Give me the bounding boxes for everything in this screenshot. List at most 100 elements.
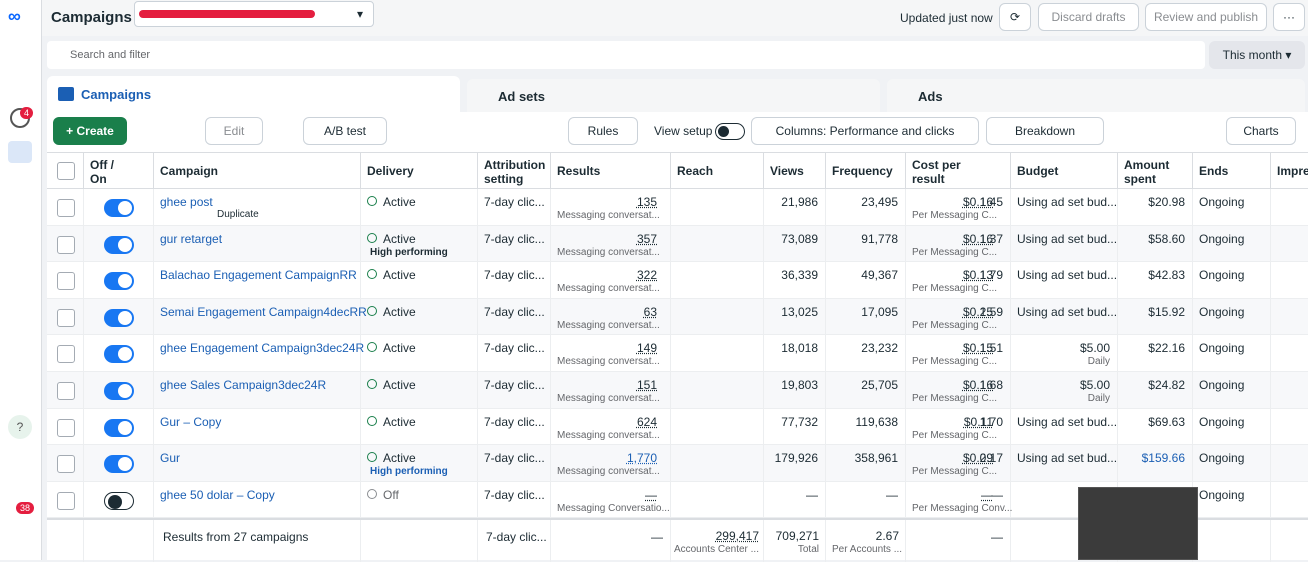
column-header[interactable]: Budget	[1017, 164, 1059, 178]
amount-spent: $58.60	[1148, 231, 1185, 246]
reach: 179,926	[774, 451, 818, 466]
date-label: This month	[1222, 48, 1282, 62]
attribution: 7-day clic...	[484, 268, 545, 283]
column-header[interactable]: Results	[557, 164, 601, 178]
campaign-name[interactable]: ghee Engagement Campaign3dec24R	[160, 341, 365, 356]
cost-label: Per Messaging C...	[912, 466, 998, 478]
toggle[interactable]	[104, 272, 134, 291]
ab-test-button[interactable]: A/B test	[303, 117, 387, 145]
account-select[interactable]: ▾	[134, 1, 374, 27]
column-header[interactable]: Campaign	[160, 164, 219, 178]
toggle[interactable]	[104, 491, 134, 510]
campaign-name[interactable]: Gur	[160, 451, 181, 466]
table-row[interactable]: Gur Active High performing 7-day clic... 1,7…	[47, 445, 1308, 482]
tab-active[interactable]: Campaigns	[47, 76, 460, 112]
tab[interactable]: Ads	[887, 79, 1305, 113]
column-header[interactable]: Ends	[1199, 164, 1229, 178]
cell-divider	[763, 335, 764, 372]
cell-divider	[1010, 298, 1011, 336]
campaign-name[interactable]: Gur – Copy	[160, 414, 222, 429]
toggle[interactable]	[104, 382, 134, 400]
status-dot	[367, 232, 377, 243]
checkbox[interactable]	[57, 455, 75, 474]
date-range[interactable]: This month ▾	[1209, 41, 1305, 69]
search-bar[interactable]: Search and filter	[47, 41, 1205, 69]
cell-divider	[905, 189, 906, 226]
table-row[interactable]: gur retarget Active High performing 7-day c…	[47, 225, 1308, 263]
toggle[interactable]	[104, 199, 134, 217]
create-button[interactable]: + Create	[53, 117, 127, 145]
checkbox[interactable]	[57, 272, 75, 291]
cell-divider	[1192, 408, 1193, 446]
ends: Ongoing	[1199, 304, 1245, 319]
ends: Ongoing	[1199, 451, 1245, 466]
column-header[interactable]: Impre	[1277, 164, 1308, 178]
charts-button[interactable]: Charts	[1226, 117, 1296, 145]
discard-button[interactable]: Discard drafts	[1038, 3, 1139, 31]
campaign-name[interactable]: ghee Sales Campaign3dec24R	[160, 378, 327, 392]
publish-button[interactable]: Review and publish	[1145, 3, 1267, 31]
campaign-name[interactable]: gur retarget	[160, 231, 223, 246]
campaign-name[interactable]: Balachao Engagement CampaignRR	[160, 268, 357, 283]
frequency: 1.70	[979, 414, 1003, 429]
cell-divider	[477, 298, 478, 336]
column-header[interactable]: Attribution setting	[484, 158, 546, 186]
frequency: 1.51	[979, 341, 1003, 356]
toggle[interactable]	[104, 455, 134, 474]
table-row[interactable]: Balachao Engagement CampaignRR Active 7-da…	[47, 262, 1308, 299]
results: 322	[636, 268, 657, 283]
toggle[interactable]	[104, 345, 134, 364]
toggle[interactable]	[104, 235, 134, 254]
table-row[interactable]: Semai Engagement Campaign4decRR Active 7-d…	[47, 298, 1308, 336]
footer-views: 709,271	[775, 529, 819, 543]
cell-divider	[825, 335, 826, 372]
toggle[interactable]	[104, 308, 134, 327]
checkbox[interactable]	[57, 199, 75, 217]
breakdown-button[interactable]: Breakdown	[986, 117, 1104, 145]
results-label: Messaging conversat...	[557, 429, 660, 441]
columns-button[interactable]: Columns: Performance and clicks	[751, 117, 979, 145]
checkbox[interactable]	[57, 382, 75, 400]
badge: 4	[20, 107, 34, 119]
amount-spent: $42.83	[1148, 268, 1185, 283]
checkbox[interactable]	[57, 418, 75, 437]
column-header[interactable]: Views	[770, 164, 804, 178]
views: 119,638	[855, 414, 899, 429]
more-button[interactable]: ···	[1273, 3, 1305, 31]
column-header[interactable]: Reach	[677, 164, 714, 178]
campaign-name[interactable]: ghee post	[160, 195, 213, 209]
cell-divider	[360, 520, 361, 562]
delivery: Active	[383, 414, 416, 429]
help-icon[interactable]: ?	[8, 415, 32, 439]
toggle[interactable]	[104, 418, 134, 437]
column-header[interactable]: Frequency	[832, 164, 893, 178]
table-row[interactable]: ghee Sales Campaign3dec24R Active 7-day cl…	[47, 372, 1308, 409]
rules-button[interactable]: Rules	[568, 117, 638, 145]
cell-divider	[1192, 445, 1193, 482]
cell-divider	[670, 189, 671, 226]
table-row[interactable]: ghee post Duplicate Active 7-day clic... 135…	[47, 189, 1308, 226]
refresh[interactable]: ⟳	[999, 3, 1031, 31]
column-header[interactable]: Off / On	[90, 158, 114, 186]
checkbox[interactable]	[57, 308, 75, 327]
campaign-name[interactable]: Semai Engagement Campaign4decRR	[160, 304, 367, 319]
column-header[interactable]: Amount spent	[1124, 158, 1170, 186]
results-label: Messaging conversat...	[557, 246, 660, 258]
cell-divider	[763, 408, 764, 446]
campaign-name[interactable]: ghee 50 dolar – Copy	[160, 487, 275, 502]
checkbox[interactable]	[57, 491, 75, 510]
cell-divider	[905, 335, 906, 372]
tab[interactable]: Ad sets	[467, 79, 880, 113]
column-header[interactable]: Cost per result	[912, 158, 961, 186]
table-row[interactable]: ghee Engagement Campaign3dec24R Active 7-d…	[47, 335, 1308, 372]
ends: Ongoing	[1199, 341, 1245, 356]
page-title: Campaigns	[51, 9, 132, 26]
view-toggle[interactable]	[715, 123, 745, 140]
checkbox[interactable]	[57, 235, 75, 254]
edit-button[interactable]: Edit	[205, 117, 263, 145]
cell-divider	[360, 408, 361, 446]
campaigns-nav[interactable]	[8, 141, 32, 163]
column-header[interactable]: Delivery	[367, 164, 414, 178]
checkbox[interactable]	[57, 345, 75, 364]
table-row[interactable]: Gur – Copy Active 7-day clic... 624 Messagin…	[47, 408, 1308, 446]
